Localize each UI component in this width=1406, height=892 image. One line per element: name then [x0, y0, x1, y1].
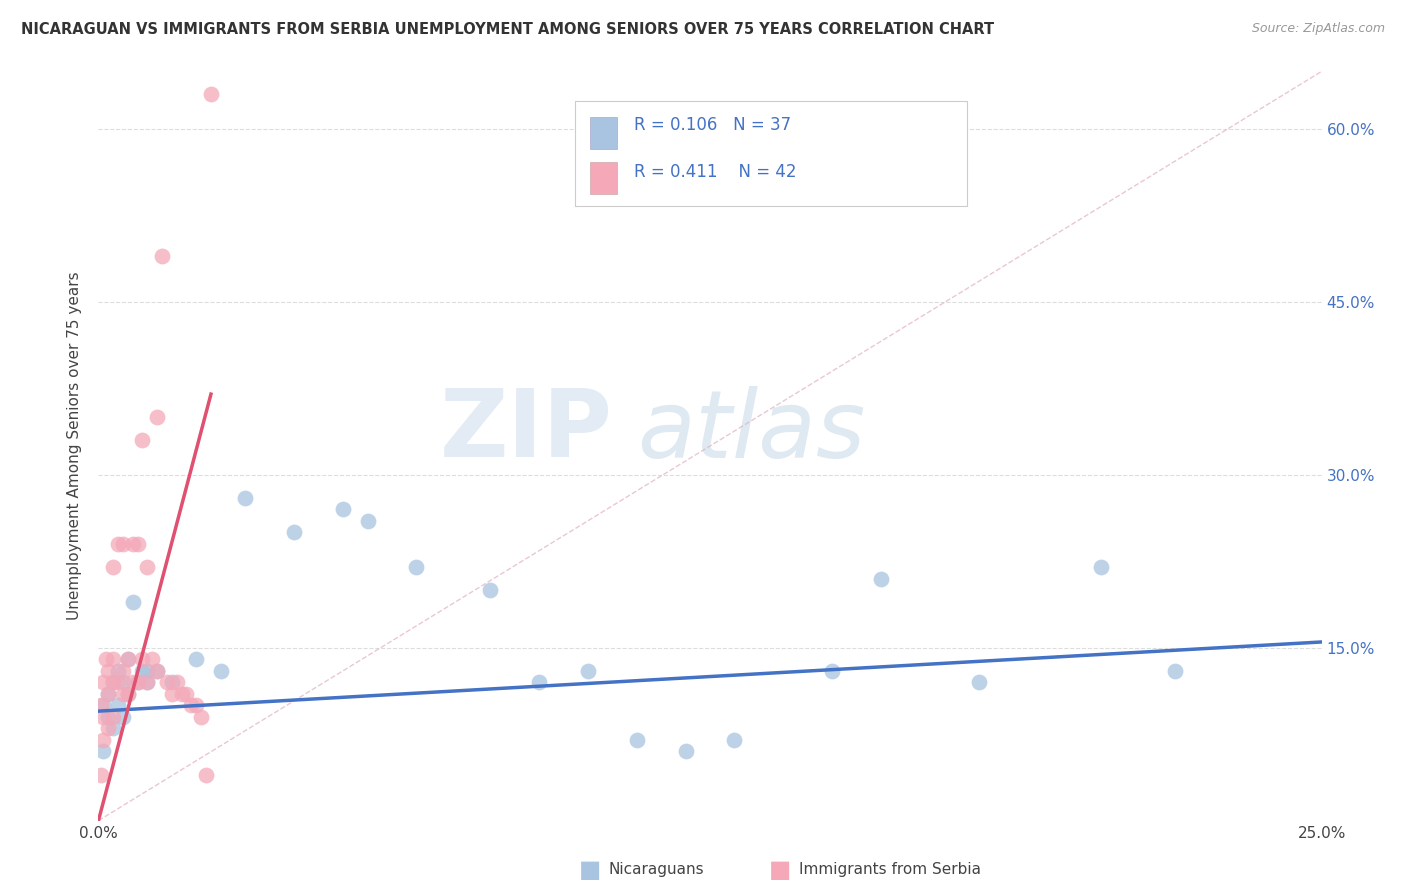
Point — [101, 675, 124, 690]
Point — [186, 698, 208, 713]
Point — [186, 652, 208, 666]
Point — [127, 675, 149, 690]
Point — [195, 767, 218, 781]
Point — [117, 687, 139, 701]
Point — [91, 710, 114, 724]
Point — [91, 733, 114, 747]
FancyBboxPatch shape — [575, 102, 967, 206]
Point — [576, 664, 599, 678]
Point — [127, 537, 149, 551]
Point — [170, 687, 193, 701]
Text: R = 0.411    N = 42: R = 0.411 N = 42 — [634, 162, 797, 180]
Point — [107, 537, 129, 551]
Point — [136, 675, 159, 690]
Point — [675, 744, 697, 758]
Point — [136, 675, 159, 690]
Y-axis label: Unemployment Among Seniors over 75 years: Unemployment Among Seniors over 75 years — [67, 272, 83, 620]
Point — [332, 502, 354, 516]
Point — [283, 525, 305, 540]
Point — [111, 537, 134, 551]
Point — [209, 664, 232, 678]
Point — [101, 652, 124, 666]
Point — [190, 710, 212, 724]
Point — [141, 652, 163, 666]
Point — [117, 652, 139, 666]
Point — [101, 675, 124, 690]
Point — [91, 698, 114, 713]
Point — [97, 687, 120, 701]
Point — [723, 733, 745, 747]
Point — [97, 664, 120, 678]
Point — [200, 87, 222, 102]
Point — [870, 572, 893, 586]
Point — [121, 594, 143, 608]
Text: ZIP: ZIP — [439, 385, 612, 477]
Point — [136, 560, 159, 574]
Bar — [591, 117, 617, 149]
Point — [166, 675, 188, 690]
Point — [821, 664, 844, 678]
Point — [94, 652, 117, 666]
Point — [107, 664, 129, 678]
Text: Source: ZipAtlas.com: Source: ZipAtlas.com — [1251, 22, 1385, 36]
Point — [478, 583, 501, 598]
Point — [527, 675, 550, 690]
Point — [967, 675, 990, 690]
Point — [97, 687, 120, 701]
Text: ■: ■ — [769, 858, 792, 881]
Point — [131, 664, 153, 678]
Point — [107, 675, 129, 690]
Point — [101, 710, 124, 724]
Point — [136, 664, 159, 678]
Point — [180, 698, 202, 713]
Point — [233, 491, 256, 505]
Point — [121, 675, 143, 690]
Point — [91, 744, 114, 758]
Point — [405, 560, 427, 574]
Point — [160, 675, 183, 690]
Point — [146, 664, 169, 678]
Point — [90, 767, 112, 781]
Point — [101, 560, 124, 574]
Point — [101, 722, 124, 736]
Bar — [591, 162, 617, 194]
Point — [146, 664, 169, 678]
Point — [160, 687, 183, 701]
Text: Immigrants from Serbia: Immigrants from Serbia — [799, 863, 980, 877]
Text: NICARAGUAN VS IMMIGRANTS FROM SERBIA UNEMPLOYMENT AMONG SENIORS OVER 75 YEARS CO: NICARAGUAN VS IMMIGRANTS FROM SERBIA UNE… — [21, 22, 994, 37]
Point — [176, 687, 198, 701]
Point — [131, 652, 153, 666]
Point — [111, 664, 134, 678]
Point — [111, 675, 134, 690]
Point — [156, 675, 179, 690]
Point — [150, 249, 173, 263]
Point — [146, 410, 169, 425]
Point — [97, 722, 120, 736]
Text: ■: ■ — [579, 858, 602, 881]
Point — [121, 537, 143, 551]
Point — [90, 698, 112, 713]
Point — [131, 434, 153, 448]
Point — [127, 675, 149, 690]
Text: Nicaraguans: Nicaraguans — [609, 863, 704, 877]
Text: R = 0.106   N = 37: R = 0.106 N = 37 — [634, 117, 792, 135]
Point — [626, 733, 648, 747]
Point — [1090, 560, 1112, 574]
Point — [111, 710, 134, 724]
Point — [97, 710, 120, 724]
Point — [117, 652, 139, 666]
Point — [1164, 664, 1187, 678]
Point — [117, 687, 139, 701]
Point — [356, 514, 378, 528]
Point — [111, 687, 134, 701]
Point — [107, 698, 129, 713]
Point — [91, 675, 114, 690]
Text: atlas: atlas — [637, 385, 865, 476]
